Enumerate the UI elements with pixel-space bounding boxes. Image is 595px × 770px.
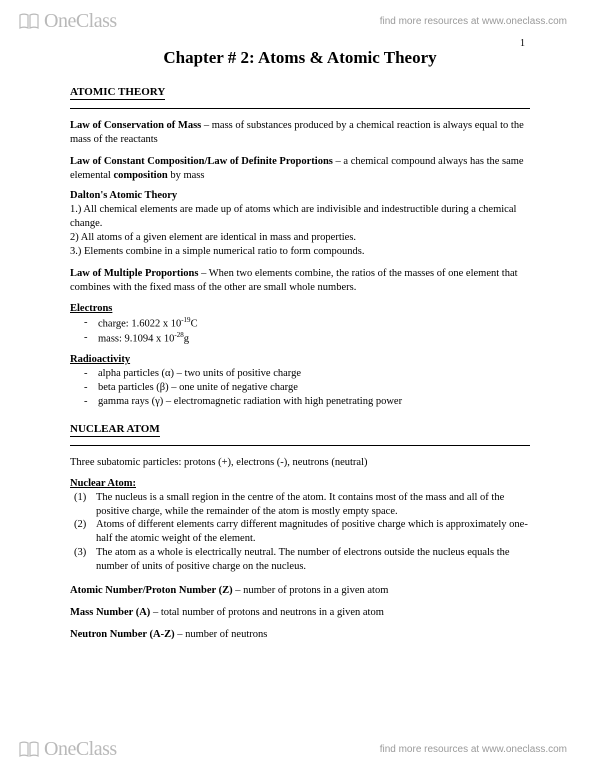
electrons-heading: Electrons xyxy=(70,303,530,314)
brand-logo: OneClass xyxy=(18,738,117,761)
chapter-title: Chapter # 2: Atoms & Atomic Theory xyxy=(70,48,530,68)
list-item: beta particles (β) – one unite of negati… xyxy=(98,381,530,395)
section-heading: NUCLEAR ATOM xyxy=(70,423,530,437)
divider xyxy=(70,445,530,446)
brand-logo: OneClass xyxy=(18,10,117,33)
list-item: 3.) Elements combine in a simple numeric… xyxy=(70,245,530,259)
list-item: (1)The nucleus is a small region in the … xyxy=(96,491,530,519)
list-item: mass: 9.1094 x 10-28g xyxy=(98,331,530,346)
law-constant-composition: Law of Constant Composition/Law of Defin… xyxy=(70,155,530,183)
law-conservation: Law of Conservation of Mass – mass of su… xyxy=(70,119,530,147)
brand-name: OneClass xyxy=(44,738,117,761)
list-item: 1.) All chemical elements are made up of… xyxy=(70,203,530,231)
dalton-heading: Dalton's Atomic Theory xyxy=(70,190,530,201)
list-item: (2)Atoms of different elements carry dif… xyxy=(96,518,530,546)
footer-bar: OneClass find more resources at www.onec… xyxy=(0,734,595,764)
book-icon xyxy=(18,740,40,758)
list-item: gamma rays (γ) – electromagnetic radiati… xyxy=(98,395,530,409)
list-item: (3)The atom as a whole is electrically n… xyxy=(96,546,530,574)
section-heading: ATOMIC THEORY xyxy=(70,86,530,100)
list-item: 2) All atoms of a given element are iden… xyxy=(70,231,530,245)
nuclear-atom-heading: Nuclear Atom: xyxy=(70,478,530,489)
mass-number: Mass Number (A) – total number of proton… xyxy=(70,606,530,620)
list-item: alpha particles (α) – two units of posit… xyxy=(98,367,530,381)
radioactivity-list: alpha particles (α) – two units of posit… xyxy=(70,367,530,409)
section-atomic-theory: ATOMIC THEORY Law of Conservation of Mas… xyxy=(70,86,530,409)
nuclear-atom-list: (1)The nucleus is a small region in the … xyxy=(70,491,530,574)
electrons-list: charge: 1.6022 x 10-19C mass: 9.1094 x 1… xyxy=(70,316,530,347)
dalton-list: 1.) All chemical elements are made up of… xyxy=(70,203,530,258)
resources-link[interactable]: find more resources at www.oneclass.com xyxy=(380,16,567,27)
subatomic-intro: Three subatomic particles: protons (+), … xyxy=(70,456,530,470)
list-item: charge: 1.6022 x 10-19C xyxy=(98,316,530,331)
atomic-number: Atomic Number/Proton Number (Z) – number… xyxy=(70,584,530,598)
header-bar: OneClass find more resources at www.onec… xyxy=(0,6,595,36)
law-multiple-proportions: Law of Multiple Proportions – When two e… xyxy=(70,267,530,295)
neutron-number: Neutron Number (A-Z) – number of neutron… xyxy=(70,628,530,642)
radioactivity-heading: Radioactivity xyxy=(70,354,530,365)
resources-link[interactable]: find more resources at www.oneclass.com xyxy=(380,744,567,755)
book-icon xyxy=(18,12,40,30)
divider xyxy=(70,108,530,109)
section-nuclear-atom: NUCLEAR ATOM Three subatomic particles: … xyxy=(70,423,530,642)
document-body: Chapter # 2: Atoms & Atomic Theory ATOMI… xyxy=(70,48,530,649)
brand-name: OneClass xyxy=(44,10,117,33)
